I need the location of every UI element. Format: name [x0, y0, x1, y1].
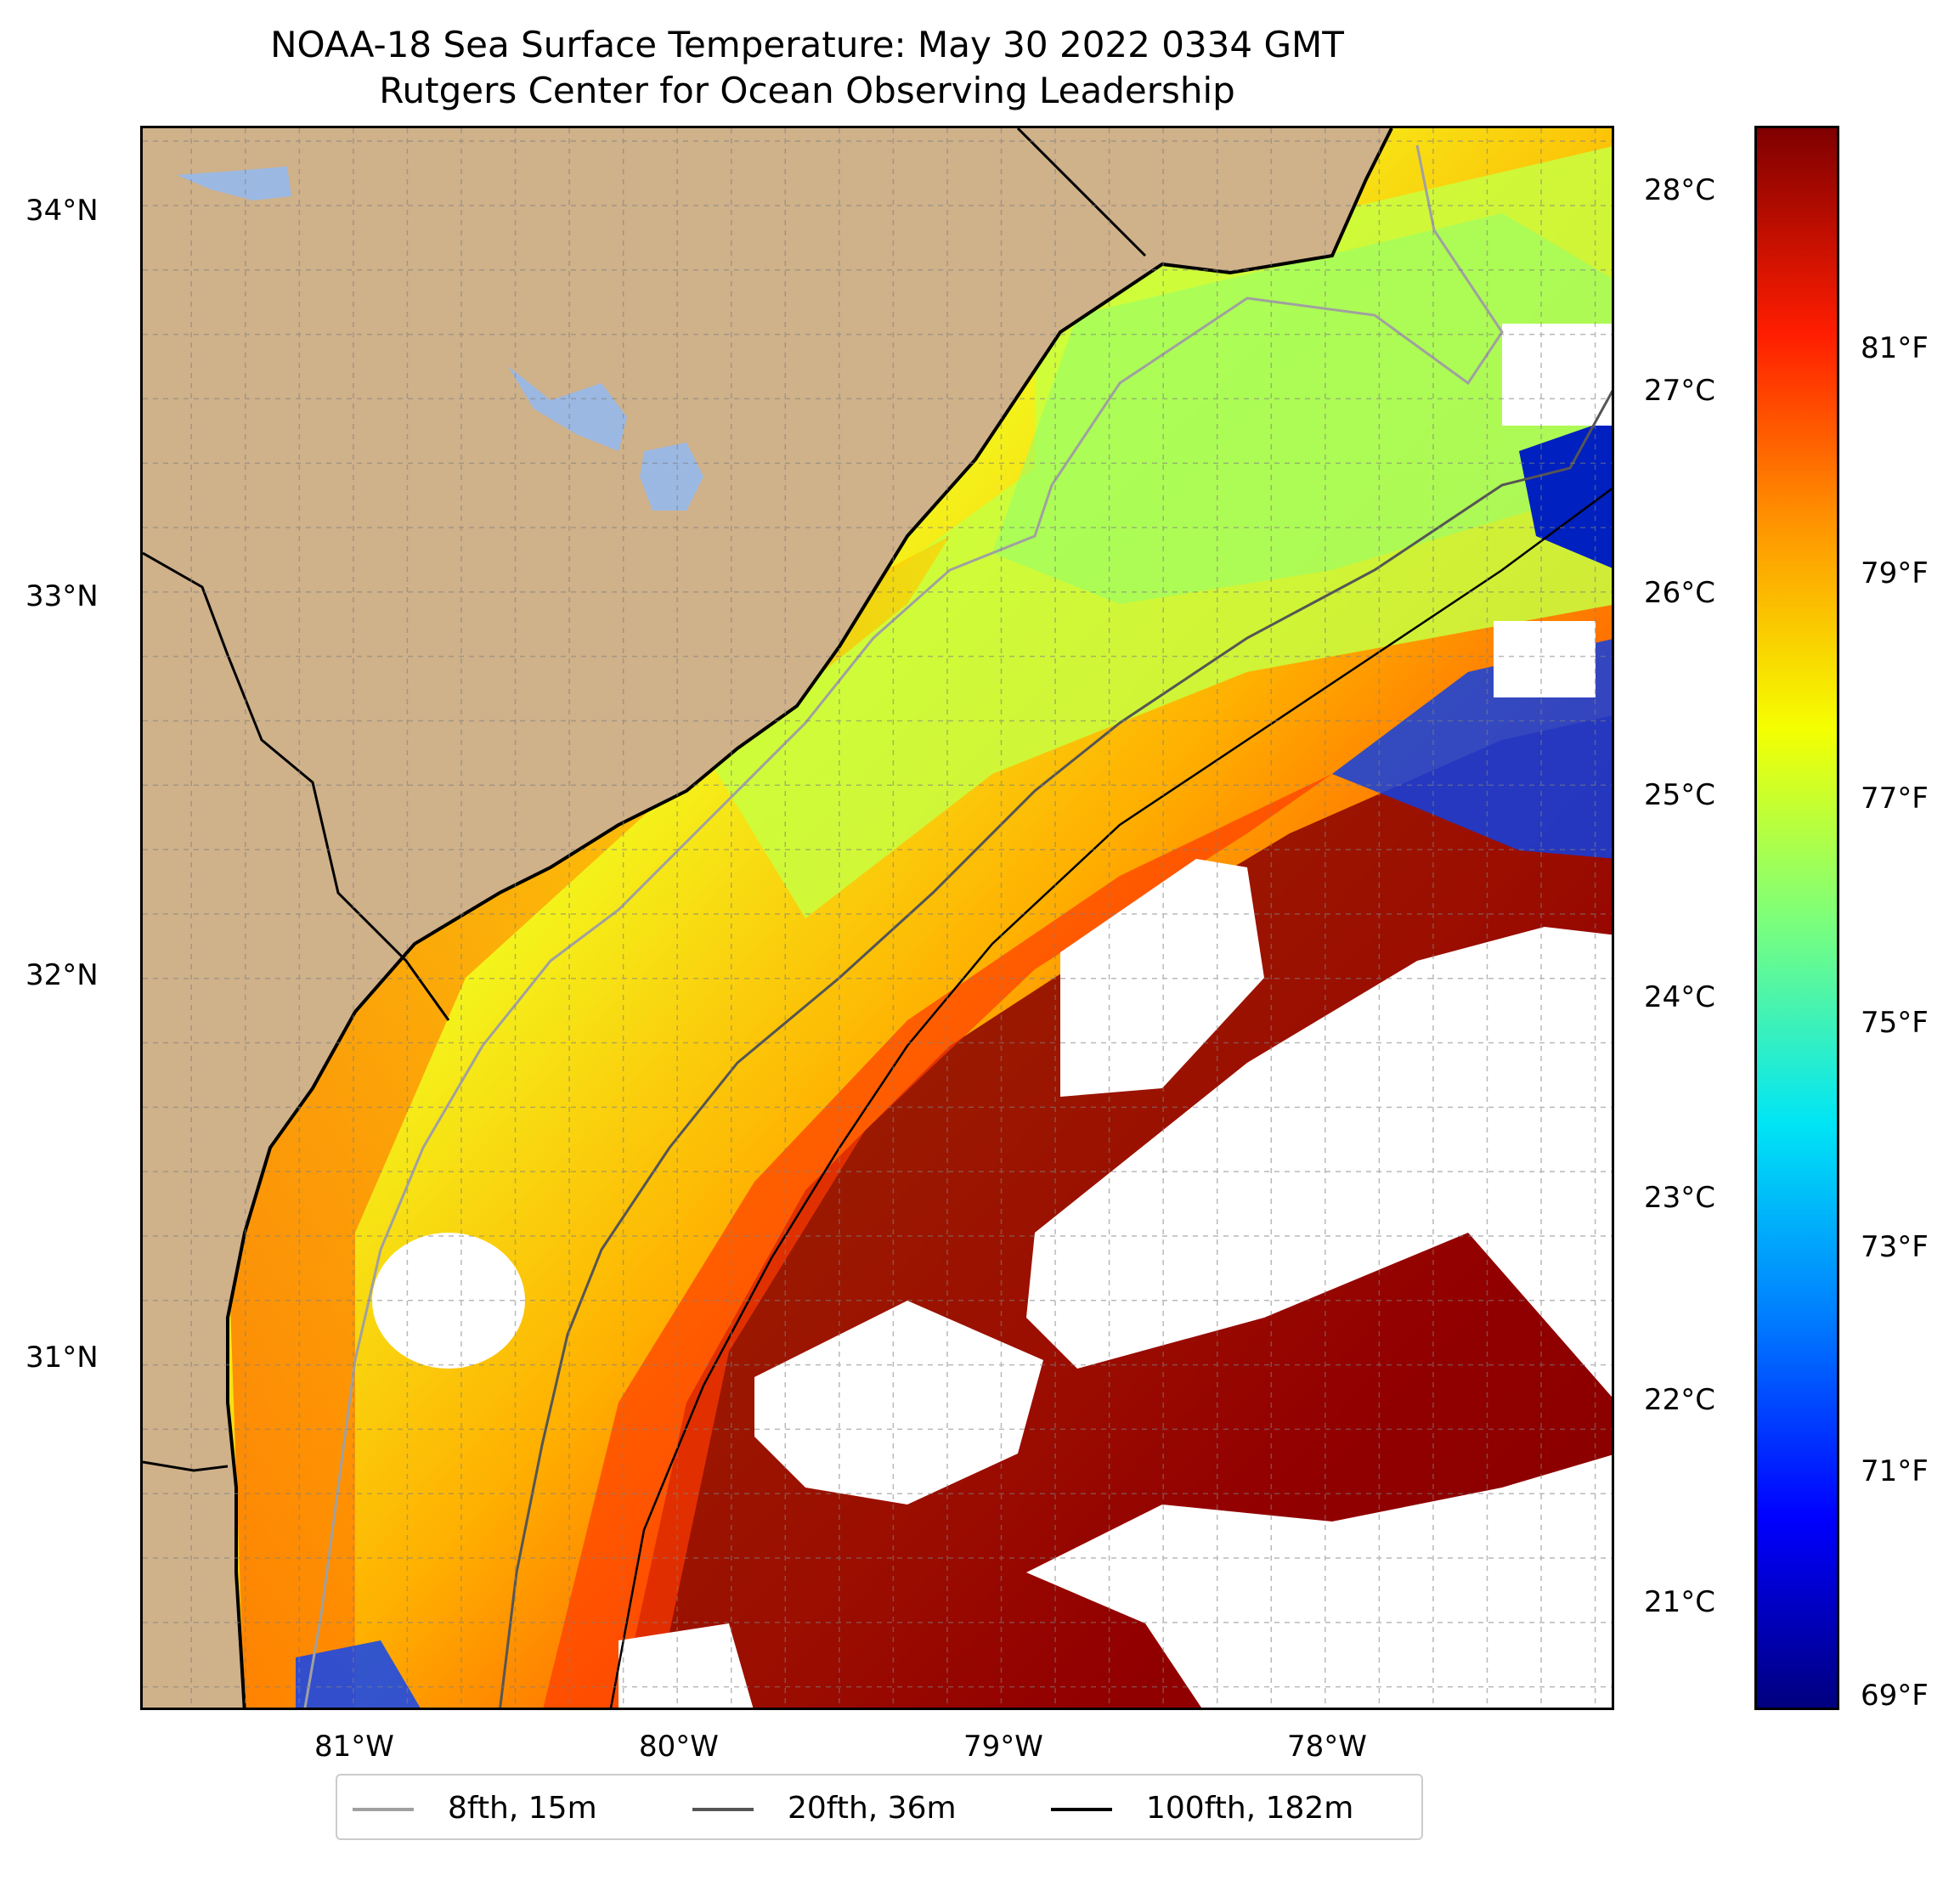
- lat-label-34: 34°N: [25, 194, 99, 228]
- nodata-cloud-mid: [619, 1623, 754, 1708]
- celsius-label-25: 25°C: [1644, 778, 1716, 812]
- sst-cold-patch-ne: [1519, 419, 1612, 568]
- fahrenheit-label-75: 75°F: [1861, 1006, 1929, 1040]
- legend-swatch-100fth: [1051, 1808, 1112, 1811]
- celsius-label-21: 21°C: [1644, 1585, 1716, 1619]
- lake-north: [177, 167, 291, 200]
- lat-label-32: 32°N: [25, 958, 99, 992]
- state-border-sc-ga: [143, 551, 450, 1021]
- map-title-line2: Rutgers Center for Ocean Observing Leade…: [379, 70, 1235, 111]
- lat-label-33: 33°N: [25, 579, 99, 613]
- sst-map-canvas: [143, 128, 1612, 1708]
- lake-marion: [508, 366, 627, 451]
- celsius-label-24: 24°C: [1644, 980, 1716, 1014]
- fahrenheit-label-73: 73°F: [1861, 1230, 1929, 1264]
- state-border-ga-fl: [143, 1460, 229, 1472]
- isobath-100fth: [609, 487, 1612, 1708]
- nodata-cloud-se: [1026, 1454, 1612, 1708]
- fahrenheit-label-69: 69°F: [1861, 1679, 1929, 1713]
- gridlines: [143, 128, 1612, 1708]
- sst-cool-shelf-2: [992, 213, 1612, 604]
- lon-label-79: 79°W: [963, 1730, 1043, 1764]
- celsius-label-26: 26°C: [1644, 576, 1716, 610]
- celsius-label-27: 27°C: [1644, 374, 1716, 408]
- lon-label-81: 81°W: [314, 1730, 394, 1764]
- sst-cold-patch-sw: [296, 1640, 421, 1708]
- map-title-line1: NOAA-18 Sea Surface Temperature: May 30 …: [270, 24, 1344, 65]
- land-mass: [143, 128, 1392, 1708]
- nodata-cloud-ne: [1502, 324, 1612, 426]
- state-border-nc-sc: [1016, 128, 1147, 257]
- sst-map: [140, 126, 1614, 1710]
- celsius-label-28: 28°C: [1644, 173, 1716, 207]
- fahrenheit-label-79: 79°F: [1861, 556, 1929, 590]
- fahrenheit-label-71: 71°F: [1861, 1454, 1929, 1488]
- fahrenheit-label-81: 81°F: [1861, 331, 1929, 365]
- temperature-colorbar: [1754, 126, 1839, 1710]
- fahrenheit-label-77: 77°F: [1861, 782, 1929, 816]
- nodata-cloud-east-small: [1494, 621, 1596, 697]
- coastline: [226, 128, 1393, 1708]
- legend-swatch-8fth: [353, 1808, 414, 1811]
- celsius-label-22: 22°C: [1644, 1383, 1716, 1417]
- nodata-cloud-south: [754, 1301, 1043, 1505]
- nodata-cloud-large: [1026, 927, 1612, 1397]
- legend-label-100fth: 100fth, 182m: [1146, 1791, 1354, 1826]
- isobath-legend: 8fth, 15m 20fth, 36m 100fth, 182m: [336, 1774, 1423, 1840]
- lake-moultrie: [640, 443, 703, 511]
- lat-label-31: 31°N: [25, 1341, 99, 1375]
- legend-label-8fth: 8fth, 15m: [448, 1791, 597, 1826]
- celsius-label-23: 23°C: [1644, 1181, 1716, 1215]
- legend-label-20fth: 20fth, 36m: [788, 1791, 957, 1826]
- lon-label-80: 80°W: [639, 1730, 719, 1764]
- legend-swatch-20fth: [692, 1808, 754, 1811]
- lon-label-78: 78°W: [1287, 1730, 1367, 1764]
- sst-gulf-stream-edge: [543, 774, 1332, 1708]
